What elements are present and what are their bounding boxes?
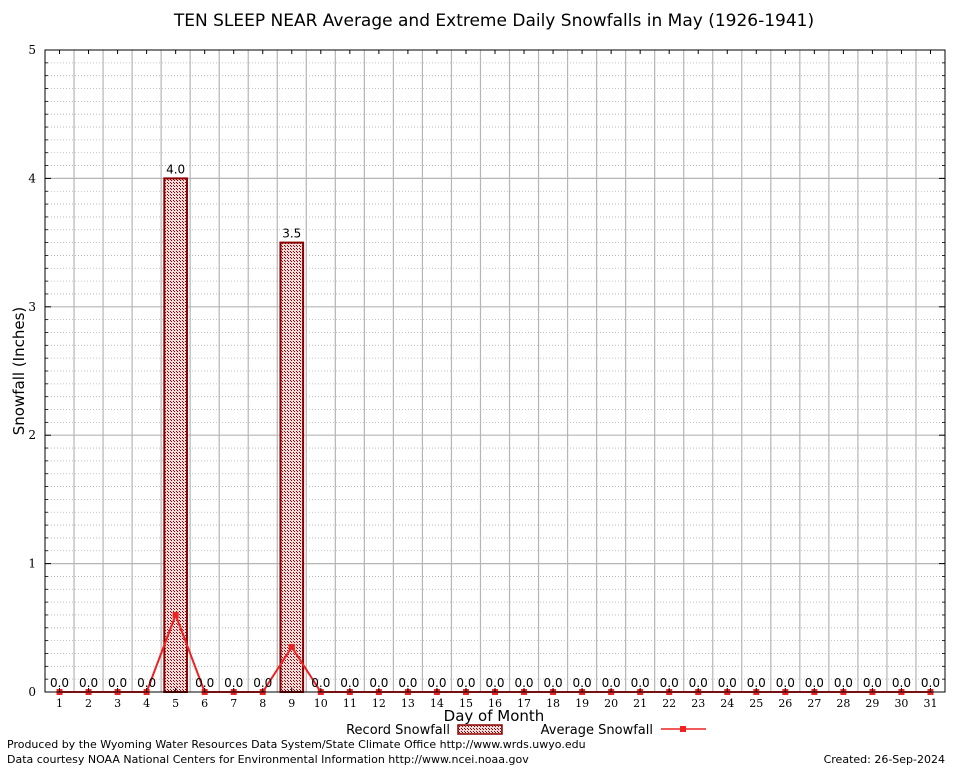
record-data-label: 0.0	[427, 676, 446, 690]
x-tick-label: 7	[230, 697, 237, 710]
legend-record-label: Record Snowfall	[346, 723, 450, 738]
x-tick-label: 21	[633, 697, 647, 710]
record-data-label: 0.0	[456, 676, 475, 690]
legend-average-marker	[680, 726, 686, 732]
x-tick-label: 15	[459, 697, 473, 710]
footer-data-courtesy: Data courtesy NOAA National Centers for …	[7, 753, 529, 766]
record-data-label: 0.0	[340, 676, 359, 690]
record-data-label: 0.0	[689, 676, 708, 690]
y-tick-label: 4	[28, 171, 36, 185]
record-data-label: 0.0	[137, 676, 156, 690]
x-tick-label: 10	[314, 697, 328, 710]
record-data-label: 0.0	[398, 676, 417, 690]
x-tick-label: 1	[56, 697, 63, 710]
x-tick-label: 22	[662, 697, 676, 710]
record-data-label: 0.0	[369, 676, 388, 690]
legend-average-label: Average Snowfall	[541, 723, 653, 738]
record-data-label: 0.0	[224, 676, 243, 690]
x-tick-label: 16	[488, 697, 502, 710]
y-tick-label: 2	[28, 428, 36, 442]
record-data-label: 0.0	[311, 676, 330, 690]
x-tick-label: 3	[114, 697, 121, 710]
y-tick-label: 1	[28, 557, 36, 571]
x-tick-label: 6	[201, 697, 208, 710]
y-axis-label: Snowfall (Inches)	[10, 307, 28, 435]
x-tick-label: 28	[836, 697, 850, 710]
x-tick-label: 11	[343, 697, 357, 710]
legend: Record Snowfall Average Snowfall	[346, 723, 706, 738]
x-tick-label: 31	[923, 697, 937, 710]
record-data-label: 0.0	[776, 676, 795, 690]
x-tick-label: 9	[288, 697, 295, 710]
x-tick-label: 17	[517, 697, 531, 710]
record-data-label: 0.0	[50, 676, 69, 690]
x-tick-label: 5	[172, 697, 179, 710]
x-tick-label: 26	[778, 697, 792, 710]
record-data-label: 0.0	[718, 676, 737, 690]
x-tick-label: 29	[865, 697, 879, 710]
footer-produced-by: Produced by the Wyoming Water Resources …	[7, 738, 586, 751]
record-data-label: 0.0	[108, 676, 127, 690]
record-data-label: 4.0	[166, 162, 185, 176]
legend-record-swatch	[457, 724, 503, 735]
x-tick-label: 23	[691, 697, 705, 710]
x-tick-label: 30	[894, 697, 908, 710]
record-data-label: 0.0	[892, 676, 911, 690]
average-point	[172, 611, 179, 618]
x-tick-label: 4	[143, 697, 150, 710]
plot-frame	[44, 49, 946, 693]
record-data-label: 0.0	[544, 676, 563, 690]
record-data-label: 0.0	[79, 676, 98, 690]
x-tick-label: 14	[430, 697, 444, 710]
footer-created-date: Created: 26-Sep-2024	[823, 753, 945, 766]
record-data-label: 0.0	[805, 676, 824, 690]
record-data-label: 0.0	[253, 676, 272, 690]
x-tick-label: 8	[259, 697, 266, 710]
x-tick-label: 2	[85, 697, 92, 710]
grid-lines	[45, 50, 945, 692]
record-data-label: 0.0	[573, 676, 592, 690]
y-tick-label: 3	[28, 300, 36, 314]
record-data-label: 0.0	[834, 676, 853, 690]
x-tick-label: 24	[720, 697, 734, 710]
x-tick-label: 25	[749, 697, 763, 710]
chart-title: TEN SLEEP NEAR Average and Extreme Daily…	[173, 11, 814, 31]
x-tick-label: 19	[575, 697, 589, 710]
average-point	[288, 644, 295, 651]
record-data-label: 0.0	[631, 676, 650, 690]
x-tick-label: 12	[372, 697, 386, 710]
x-axis-label: Day of Month	[444, 707, 545, 725]
record-data-label: 0.0	[195, 676, 214, 690]
record-data-label: 0.0	[660, 676, 679, 690]
x-tick-label: 18	[546, 697, 560, 710]
record-data-label: 0.0	[485, 676, 504, 690]
record-data-label: 0.0	[921, 676, 940, 690]
data-labels: 0.0 0.0 0.0 0.0 4.0 0.0 0.0 0.0 3.5 0.0 0.0 0.0 0.0 0…	[50, 162, 940, 690]
y-tick-label: 5	[28, 43, 36, 57]
x-tick-label: 27	[807, 697, 821, 710]
record-data-label: 0.0	[514, 676, 533, 690]
x-tick-label: 13	[401, 697, 415, 710]
record-data-label: 0.0	[863, 676, 882, 690]
record-data-label: 0.0	[747, 676, 766, 690]
y-tick-label: 0	[28, 685, 36, 699]
x-tick-label: 20	[604, 697, 618, 710]
record-data-label: 3.5	[282, 227, 301, 241]
record-data-label: 0.0	[602, 676, 621, 690]
record-bar	[279, 241, 305, 693]
